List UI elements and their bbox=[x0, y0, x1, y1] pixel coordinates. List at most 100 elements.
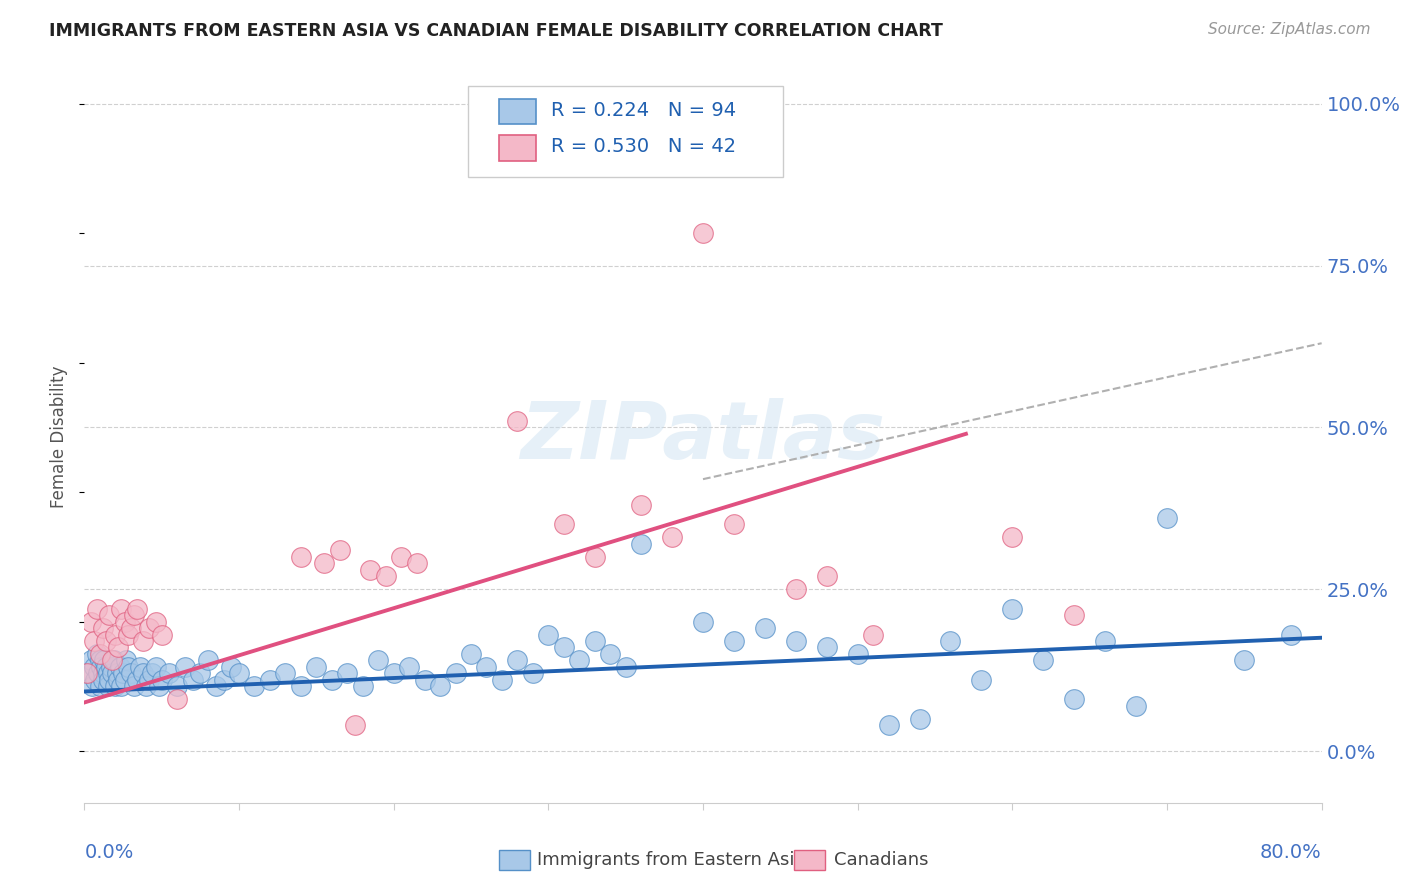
FancyBboxPatch shape bbox=[499, 136, 536, 161]
Point bbox=[98, 673, 121, 687]
Point bbox=[444, 666, 467, 681]
Point bbox=[103, 653, 125, 667]
Point bbox=[150, 673, 173, 687]
Point bbox=[79, 653, 101, 667]
Point bbox=[537, 627, 560, 641]
Point bbox=[107, 673, 129, 687]
Point bbox=[391, 549, 413, 564]
Text: Immigrants from Eastern Asia: Immigrants from Eastern Asia bbox=[537, 851, 806, 869]
Point bbox=[87, 666, 110, 681]
Point bbox=[1063, 692, 1085, 706]
Point bbox=[94, 634, 117, 648]
Point bbox=[692, 615, 714, 629]
Point bbox=[83, 660, 105, 674]
Point bbox=[148, 679, 170, 693]
Point bbox=[352, 679, 374, 693]
Point bbox=[460, 647, 482, 661]
Point bbox=[83, 634, 105, 648]
Point bbox=[692, 226, 714, 240]
Point bbox=[630, 537, 652, 551]
Point bbox=[90, 660, 112, 674]
Point bbox=[110, 679, 132, 693]
Point bbox=[82, 679, 104, 693]
Point bbox=[98, 608, 121, 623]
Point bbox=[79, 615, 101, 629]
Point bbox=[138, 673, 160, 687]
Point bbox=[125, 673, 148, 687]
Point bbox=[122, 608, 145, 623]
Point bbox=[86, 601, 108, 615]
Point bbox=[107, 640, 129, 655]
Point bbox=[129, 660, 152, 674]
Point bbox=[336, 666, 359, 681]
Point bbox=[84, 673, 107, 687]
Point bbox=[89, 647, 111, 661]
Point bbox=[89, 653, 111, 667]
Point bbox=[754, 621, 776, 635]
Point bbox=[97, 666, 120, 681]
Point bbox=[108, 660, 131, 674]
Y-axis label: Female Disability: Female Disability bbox=[51, 366, 69, 508]
Point bbox=[1001, 530, 1024, 544]
Text: R = 0.530   N = 42: R = 0.530 N = 42 bbox=[551, 137, 735, 156]
Point bbox=[305, 660, 328, 674]
Text: Source: ZipAtlas.com: Source: ZipAtlas.com bbox=[1208, 22, 1371, 37]
Point bbox=[785, 582, 807, 597]
Point bbox=[475, 660, 498, 674]
Text: R = 0.224   N = 94: R = 0.224 N = 94 bbox=[551, 101, 735, 120]
Point bbox=[243, 679, 266, 693]
FancyBboxPatch shape bbox=[499, 99, 536, 124]
Point bbox=[360, 563, 382, 577]
Point bbox=[970, 673, 993, 687]
Point bbox=[104, 627, 127, 641]
Point bbox=[862, 627, 884, 641]
Point bbox=[815, 640, 838, 655]
Point bbox=[506, 653, 529, 667]
Point bbox=[105, 666, 128, 681]
Point bbox=[114, 673, 136, 687]
Point bbox=[228, 666, 250, 681]
Point bbox=[145, 615, 167, 629]
Point bbox=[120, 621, 142, 635]
Point bbox=[166, 679, 188, 693]
Point bbox=[398, 660, 420, 674]
Point bbox=[1001, 601, 1024, 615]
Point bbox=[259, 673, 281, 687]
Point bbox=[321, 673, 343, 687]
Point bbox=[329, 543, 352, 558]
Point bbox=[86, 647, 108, 661]
Point bbox=[145, 660, 167, 674]
Point bbox=[599, 647, 621, 661]
Point bbox=[877, 718, 900, 732]
Point bbox=[91, 673, 114, 687]
Point bbox=[661, 530, 683, 544]
Point bbox=[101, 653, 124, 667]
Point bbox=[1279, 627, 1302, 641]
Point bbox=[785, 634, 807, 648]
Point bbox=[197, 653, 219, 667]
Point bbox=[375, 569, 398, 583]
Point bbox=[132, 666, 155, 681]
Point bbox=[76, 666, 98, 681]
Point bbox=[491, 673, 513, 687]
FancyBboxPatch shape bbox=[468, 86, 783, 178]
Point bbox=[367, 653, 389, 667]
Point bbox=[1063, 608, 1085, 623]
Point bbox=[553, 640, 575, 655]
Point bbox=[583, 634, 606, 648]
Point bbox=[141, 666, 163, 681]
Point bbox=[181, 673, 204, 687]
Point bbox=[91, 666, 114, 681]
Point bbox=[135, 679, 157, 693]
Point bbox=[344, 718, 367, 732]
Point bbox=[1233, 653, 1256, 667]
Text: 80.0%: 80.0% bbox=[1260, 843, 1322, 862]
Point bbox=[110, 601, 132, 615]
Point bbox=[93, 653, 115, 667]
Point bbox=[125, 601, 148, 615]
Text: 0.0%: 0.0% bbox=[84, 843, 134, 862]
Point bbox=[89, 679, 111, 693]
Point bbox=[1156, 511, 1178, 525]
Point bbox=[723, 517, 745, 532]
Point bbox=[290, 549, 312, 564]
